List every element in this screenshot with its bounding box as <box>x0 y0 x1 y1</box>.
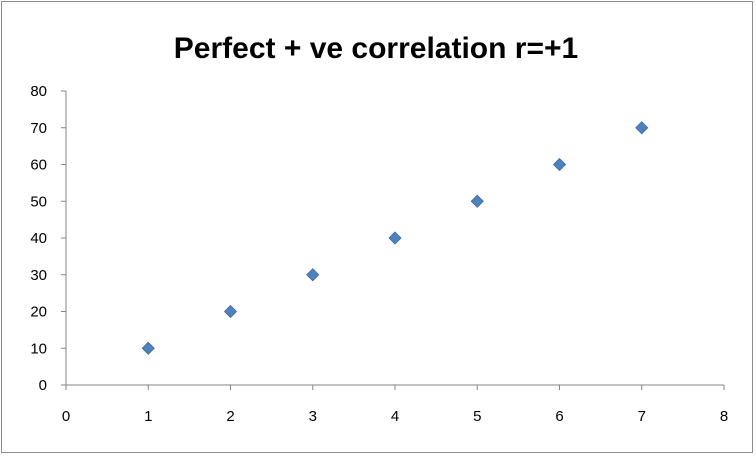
x-tick-label: 5 <box>473 408 481 425</box>
y-tick-label: 80 <box>30 83 47 100</box>
data-point <box>223 304 238 319</box>
x-tick-label: 8 <box>720 408 728 425</box>
data-point <box>306 268 320 282</box>
y-tick-label: 50 <box>30 193 47 210</box>
data-points <box>141 121 649 355</box>
y-tick-label: 10 <box>30 340 47 357</box>
y-tick-label: 30 <box>30 267 47 284</box>
y-axis-ticks: 0 10 20 30 40 50 60 70 80 <box>30 83 66 394</box>
data-point <box>388 231 402 245</box>
data-point <box>141 341 155 355</box>
x-tick-label: 0 <box>62 408 70 425</box>
x-tick-label: 1 <box>144 408 152 425</box>
y-tick-label: 70 <box>30 120 47 137</box>
x-axis-ticks: 0 1 2 3 4 5 6 7 8 <box>62 385 728 425</box>
data-point <box>470 194 484 208</box>
x-tick-label: 4 <box>391 408 399 425</box>
data-point <box>635 121 649 135</box>
y-tick-label: 60 <box>30 157 47 174</box>
chart-title: Perfect + ve correlation r=+1 <box>174 32 578 65</box>
x-tick-label: 3 <box>309 408 317 425</box>
x-tick-label: 2 <box>226 408 234 425</box>
y-tick-label: 40 <box>30 230 47 247</box>
y-tick-label: 20 <box>30 304 47 321</box>
data-point <box>552 157 567 172</box>
x-tick-label: 7 <box>638 408 646 425</box>
y-tick-label: 0 <box>39 377 47 394</box>
x-tick-label: 6 <box>555 408 563 425</box>
